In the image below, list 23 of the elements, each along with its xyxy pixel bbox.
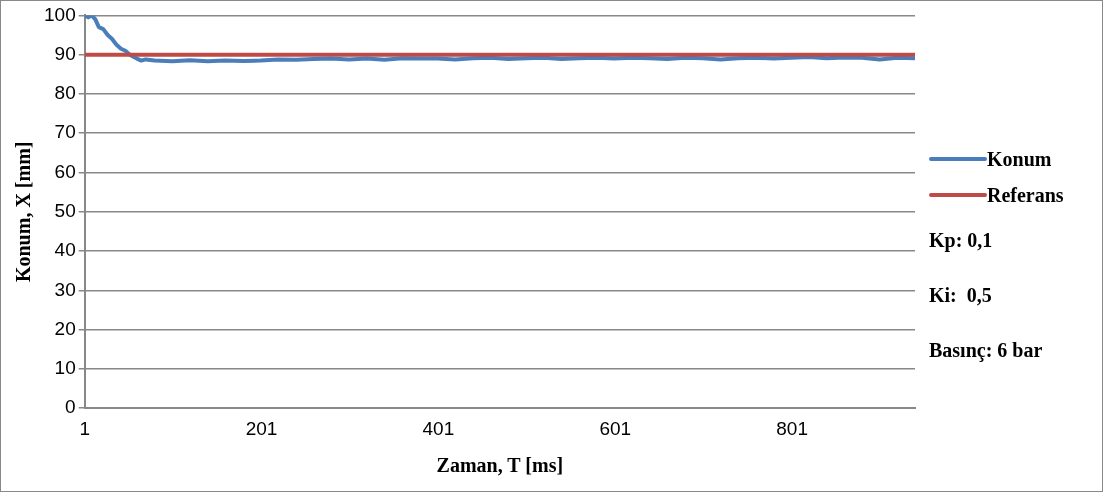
text: Ki: 0,5 [929,283,993,308]
x-tick-label: 601 [599,417,632,439]
y-tick-label: 30 [54,278,76,300]
legend-label: Referans [986,182,1065,208]
y-axis-title: Konum, X [mm] [12,141,35,283]
x-tick-label: 201 [245,417,278,439]
x-tick-label: 1 [79,417,90,439]
x-tick-label: 801 [776,417,808,439]
x-axis-title: Zaman, T [ms] [436,454,564,477]
y-tick-label: 20 [54,317,76,339]
text: Kp: 0,1 [929,228,994,254]
y-tick-label: 80 [54,82,76,104]
y-tick-label: 50 [54,200,76,222]
y-tick-label: 90 [54,42,76,64]
y-tick-label: 10 [54,357,76,379]
y-tick-label: 70 [54,121,76,143]
y-tick-label: 60 [54,160,76,182]
y-tick-label: 40 [54,239,76,261]
y-tick-label: 100 [44,3,76,25]
legend-label: Konum [986,146,1053,172]
y-tick-label: 0 [65,396,76,418]
text: Basınç: 6 bar [929,338,1044,364]
x-tick-label: 401 [422,417,455,439]
